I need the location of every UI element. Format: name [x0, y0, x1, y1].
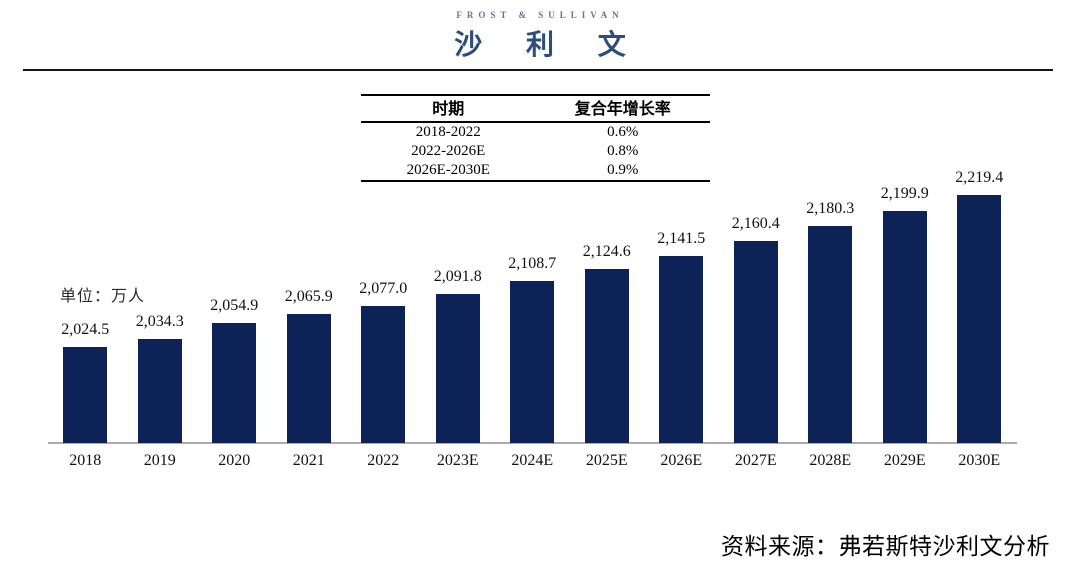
x-axis-label-2021: 2021: [292, 452, 325, 469]
bar-2026E: [659, 256, 704, 443]
cagr-table-header-row: 时期 复合年增长率: [361, 96, 710, 123]
cagr-period-value: 2022-2026E: [411, 143, 486, 159]
cagr-rate-value: 0.6%: [607, 124, 639, 140]
bar-value-label-2025E: 2,124.6: [582, 243, 631, 260]
x-axis-label-2018: 2018: [69, 452, 102, 469]
header-divider: [23, 69, 1053, 71]
bar-2018: [63, 347, 108, 443]
bar-2029E: [882, 211, 927, 443]
cagr-period-value: 2026E-2030E: [406, 162, 490, 178]
x-axis-label-2022: 2022: [367, 452, 400, 469]
bar-2030E: [957, 195, 1002, 443]
bar-value-label-2027E: 2,160.4: [731, 215, 780, 232]
bar-value-label-2021: 2,065.9: [284, 288, 333, 305]
x-axis-label-2019: 2019: [143, 452, 176, 469]
bar-value-label-2023E: 2,091.8: [433, 268, 482, 285]
cagr-table-row-2: 2026E-2030E 0.9%: [361, 161, 710, 180]
bar-2028E: [808, 226, 853, 443]
x-axis-label-2026E: 2026E: [660, 452, 703, 469]
bar-value-label-2028E: 2,180.3: [806, 200, 855, 217]
cagr-table-row-1: 2022-2026E 0.8%: [361, 142, 710, 161]
x-axis-label-2024E: 2024E: [511, 452, 554, 469]
x-axis-label-2030E: 2030E: [958, 452, 1001, 469]
bar-value-label-2024E: 2,108.7: [508, 255, 557, 272]
bar-value-label-2022: 2,077.0: [359, 280, 408, 297]
source-note: 资料来源：弗若斯特沙利文分析: [721, 533, 1050, 559]
x-axis-line: [48, 442, 1017, 444]
cagr-table: 时期 复合年增长率 2018-2022 0.6% 2022-2026E 0.8% 202…: [361, 94, 710, 182]
logo-english-text: FROST & SULLIVAN: [456, 10, 624, 20]
unit-label: 单位：万人: [60, 288, 146, 305]
bar-value-label-2030E: 2,219.4: [955, 169, 1004, 186]
logo-chinese-text: 沙 利 文: [454, 29, 644, 60]
bar-2024E: [510, 281, 555, 443]
x-axis-label-2028E: 2028E: [809, 452, 852, 469]
bar-2025E: [584, 269, 629, 443]
x-axis-label-2023E: 2023E: [436, 452, 479, 469]
bar-2023E: [435, 294, 480, 443]
cagr-header-rate: 复合年增长率: [574, 101, 671, 118]
cagr-header-period: 时期: [432, 101, 465, 118]
bar-2021: [286, 314, 331, 443]
bar-2019: [137, 339, 182, 443]
bar-2027E: [733, 241, 778, 443]
bar-value-label-2029E: 2,199.9: [880, 185, 929, 202]
x-axis-label-2020: 2020: [218, 452, 251, 469]
bar-value-label-2019: 2,034.3: [135, 313, 184, 330]
x-axis-label-2027E: 2027E: [734, 452, 777, 469]
cagr-table-body: 2018-2022 0.6% 2022-2026E 0.8% 2026E-2030E 0.…: [361, 123, 710, 180]
bar-value-label-2020: 2,054.9: [210, 297, 259, 314]
x-axis-label-2029E: 2029E: [883, 452, 926, 469]
bar-value-label-2026E: 2,141.5: [657, 230, 706, 247]
cagr-table-row-0: 2018-2022 0.6%: [361, 123, 710, 142]
cagr-rate-value: 0.8%: [607, 143, 639, 159]
cagr-rate-value: 0.9%: [607, 162, 639, 178]
bar-2022: [361, 306, 406, 443]
bar-value-label-2018: 2,024.5: [61, 321, 110, 338]
cagr-period-value: 2018-2022: [415, 124, 481, 140]
x-axis-label-2025E: 2025E: [585, 452, 628, 469]
frost-sullivan-logo: FROST & SULLIVAN 沙 利 文: [0, 10, 1080, 63]
bar-2020: [212, 323, 257, 443]
